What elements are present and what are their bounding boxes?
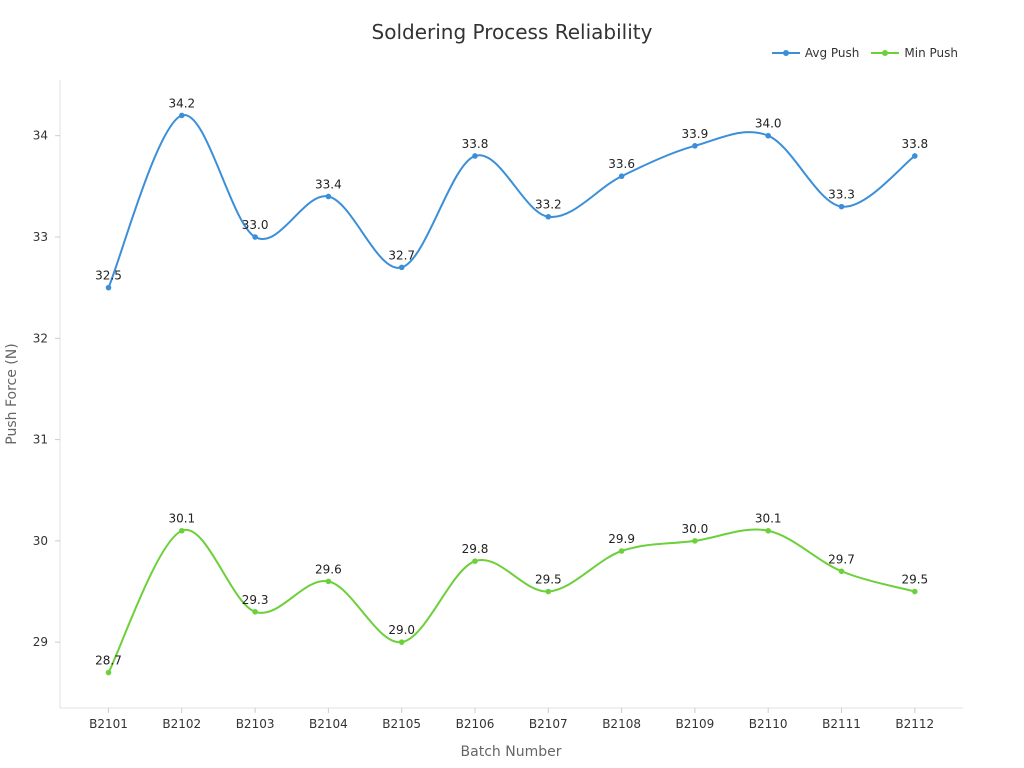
data-label-min-push: 29.5 [901, 573, 928, 587]
data-point-min-push[interactable] [912, 588, 918, 595]
data-point-min-push[interactable] [545, 588, 552, 595]
series-min-push: 28.7 30.1 29.3 29.6 29.0 29.8 29.5 29.9 30.0 30.1… [95, 512, 928, 676]
data-label-min-push: 29.8 [462, 542, 489, 556]
series-layer: 32.5 34.2 33.0 33.4 32.7 33.8 33.2 33.6 33.9 34.0… [95, 96, 928, 676]
data-label-avg-push: 32.5 [95, 269, 122, 283]
data-label-min-push: 29.6 [315, 562, 342, 576]
legend-swatch-avg-push [771, 50, 800, 56]
data-label-min-push: 30.1 [755, 512, 782, 526]
data-point-min-push[interactable] [692, 538, 698, 544]
data-point-min-push[interactable] [472, 558, 478, 564]
x-tick-label: B2111 [822, 717, 861, 731]
data-point-avg-push[interactable] [105, 284, 112, 291]
series-line-avg-push [107, 114, 916, 289]
legend-item-avg-push[interactable]: Avg Push [771, 46, 860, 60]
data-point-min-push[interactable] [252, 608, 258, 615]
data-point-avg-push[interactable] [618, 173, 625, 180]
data-label-min-push: 29.3 [242, 593, 269, 607]
series-avg-push: 32.5 34.2 33.0 33.4 32.7 33.8 33.2 33.6 33.9 34.0… [95, 96, 928, 291]
y-tick-label: 34 [33, 129, 48, 143]
data-point-avg-push[interactable] [325, 193, 332, 200]
data-point-avg-push[interactable] [838, 203, 845, 210]
x-tick-label: B2101 [89, 717, 128, 731]
data-point-min-push[interactable] [398, 639, 405, 645]
y-axis-ticks: 29 30 31 32 33 34 [33, 129, 60, 649]
x-tick-label: B2108 [602, 717, 641, 731]
legend-label-min-push: Min Push [904, 46, 958, 60]
y-tick-label: 31 [33, 433, 48, 447]
x-tick-label: B2109 [676, 717, 715, 731]
series-line-min-push [107, 528, 916, 674]
y-tick-label: 30 [33, 534, 48, 548]
data-label-avg-push: 33.9 [682, 127, 709, 141]
x-tick-label: B2110 [749, 717, 788, 731]
x-axis-title: Batch Number [461, 744, 562, 760]
legend: Avg Push Min Push [771, 46, 958, 60]
x-axis-ticks: B2101 B2102 B2103 B2104 B2105 B2106 B2107 B2108… [89, 708, 934, 731]
data-point-avg-push[interactable] [692, 143, 698, 149]
data-label-min-push: 29.7 [828, 552, 855, 566]
x-tick-label: B2102 [162, 717, 201, 731]
data-point-avg-push[interactable] [398, 264, 405, 271]
data-point-avg-push[interactable] [912, 153, 918, 159]
data-point-avg-push[interactable] [765, 132, 771, 139]
data-label-avg-push: 34.0 [755, 117, 782, 131]
legend-item-min-push[interactable]: Min Push [871, 46, 958, 60]
x-tick-label: B2112 [895, 717, 934, 731]
data-point-avg-push[interactable] [545, 213, 552, 220]
data-label-avg-push: 33.4 [315, 177, 342, 191]
data-label-avg-push: 33.2 [535, 198, 562, 212]
data-point-min-push[interactable] [325, 578, 332, 585]
data-label-avg-push: 33.8 [462, 137, 489, 151]
data-label-avg-push: 33.0 [242, 218, 269, 232]
data-label-avg-push: 34.2 [168, 96, 195, 110]
data-point-min-push[interactable] [765, 527, 771, 534]
data-point-min-push[interactable] [179, 527, 185, 534]
y-tick-label: 29 [33, 635, 48, 649]
data-point-avg-push[interactable] [472, 153, 478, 159]
x-tick-label: B2105 [382, 717, 421, 731]
data-label-min-push: 29.9 [608, 532, 635, 546]
y-tick-label: 33 [33, 230, 48, 244]
legend-swatch-min-push [871, 50, 900, 56]
data-label-min-push: 30.0 [682, 522, 709, 536]
y-tick-label: 32 [33, 331, 48, 345]
legend-label-avg-push: Avg Push [804, 46, 860, 60]
data-label-min-push: 30.1 [168, 512, 195, 526]
data-point-min-push[interactable] [838, 568, 845, 575]
x-tick-label: B2103 [236, 717, 275, 731]
x-tick-label: B2104 [309, 717, 348, 731]
x-tick-label: B2106 [456, 717, 495, 731]
data-label-avg-push: 33.6 [608, 157, 635, 171]
data-point-avg-push[interactable] [179, 112, 185, 119]
data-point-avg-push[interactable] [252, 234, 258, 240]
data-label-avg-push: 33.8 [901, 137, 928, 151]
data-label-avg-push: 33.3 [828, 188, 855, 202]
data-label-min-push: 29.5 [535, 573, 562, 587]
data-label-min-push: 28.7 [95, 654, 122, 668]
y-axis-title: Push Force (N) [4, 343, 20, 444]
data-label-min-push: 29.0 [388, 623, 415, 637]
data-point-min-push[interactable] [105, 669, 112, 676]
data-point-min-push[interactable] [618, 548, 625, 554]
data-label-avg-push: 32.7 [388, 248, 415, 262]
chart-title: Soldering Process Reliability [371, 20, 653, 44]
x-tick-label: B2107 [529, 717, 568, 731]
